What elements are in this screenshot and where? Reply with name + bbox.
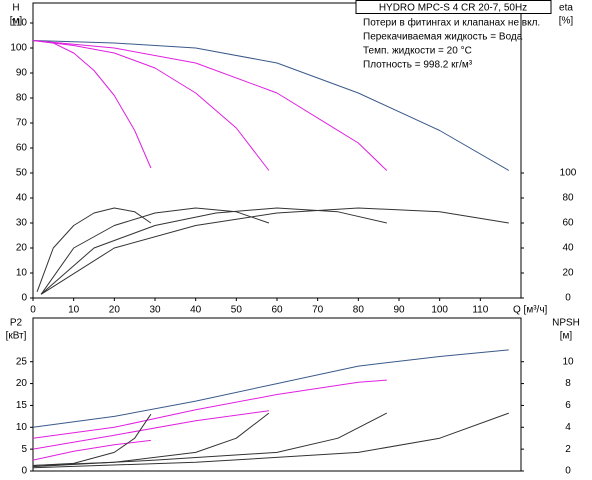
y-tick-label: 20: [16, 378, 28, 389]
curve: [40, 207, 270, 295]
y-tick-label: 10: [16, 268, 28, 279]
curve: [32, 412, 270, 466]
y-tick-label: 110: [11, 18, 27, 29]
x-tick-label: 50: [231, 305, 243, 316]
curve: [36, 207, 152, 292]
y-tick-label: 90: [16, 68, 28, 79]
y2-tick-label: 60: [562, 218, 574, 229]
curve: [32, 40, 152, 169]
y-tick-label: 30: [16, 218, 28, 229]
x-tick-label: 10: [68, 305, 80, 316]
x-tick-label: 20: [109, 305, 121, 316]
curve: [32, 413, 152, 466]
curve: [32, 40, 388, 171]
y-axis-unit: [кВт]: [6, 331, 27, 342]
curve: [32, 379, 387, 439]
y-tick-label: 25: [16, 356, 28, 367]
curve: [40, 207, 387, 295]
annotation: Перекачиваемая жидкость = Вода: [363, 32, 523, 43]
y-tick-label: 5: [21, 444, 27, 455]
x-tick-label: 60: [271, 305, 283, 316]
curve: [32, 412, 388, 468]
x-tick-label: 100: [431, 305, 448, 316]
curve: [32, 40, 270, 171]
y2-tick-label: 80: [562, 193, 574, 204]
y-axis-label: H: [12, 3, 19, 14]
plot-frame: [32, 317, 522, 472]
y2-tick-label: 0: [565, 293, 571, 304]
x-tick-label: 80: [353, 305, 365, 316]
y-tick-label: 80: [16, 93, 28, 104]
chart-title: HYDRO MPC-S 4 CR 20-7, 50Hz: [379, 3, 527, 14]
curve: [32, 40, 510, 171]
y-axis-unit: [м]: [10, 16, 23, 27]
y2-tick-label: 100: [560, 168, 577, 179]
y2-tick-label: 2: [565, 444, 571, 455]
y2-tick-label: 8: [565, 378, 571, 389]
y-tick-label: 20: [16, 243, 28, 254]
y2-axis-label: eta: [559, 3, 573, 14]
y2-tick-label: 4: [565, 422, 571, 433]
annotation: Потери в фитингах и клапанах не вкл.: [363, 17, 540, 29]
x-axis-label: Q [м³/ч]: [513, 305, 548, 316]
x-tick-label: 70: [312, 305, 324, 316]
y2-axis-label: NPSH: [552, 318, 580, 329]
x-tick-label: 40: [190, 305, 202, 316]
y2-tick-label: 40: [562, 243, 574, 254]
y-tick-label: 10: [16, 422, 28, 433]
y2-tick-label: 0: [565, 466, 571, 477]
y-tick-label: 50: [16, 168, 28, 179]
y2-tick-label: 6: [565, 400, 571, 411]
y2-axis-unit: [%]: [559, 16, 574, 27]
x-tick-label: 0: [30, 305, 36, 316]
y2-tick-label: 10: [562, 356, 574, 367]
y-tick-label: 15: [16, 400, 28, 411]
curve: [32, 349, 509, 428]
x-tick-label: 90: [393, 305, 405, 316]
title-box: [355, 0, 552, 14]
y-tick-label: 100: [10, 43, 27, 54]
y-tick-label: 40: [16, 193, 28, 204]
curve: [40, 207, 509, 295]
y2-tick-label: 20: [562, 268, 574, 279]
y-axis-label: P2: [10, 318, 23, 329]
curve: [32, 412, 509, 469]
y-tick-label: 70: [16, 118, 28, 129]
curve: [32, 439, 151, 461]
y2-axis-unit: [м]: [560, 331, 573, 342]
x-tick-label: 30: [149, 305, 161, 316]
y-tick-label: 0: [21, 466, 27, 477]
y-tick-label: 60: [16, 143, 28, 154]
annotation: Темп. жидкости = 20 °C: [363, 46, 472, 57]
annotation: Плотность = 998.2 кг/м³: [363, 60, 473, 71]
y-tick-label: 0: [21, 293, 27, 304]
x-tick-label: 110: [472, 305, 488, 316]
curve: [32, 410, 269, 450]
